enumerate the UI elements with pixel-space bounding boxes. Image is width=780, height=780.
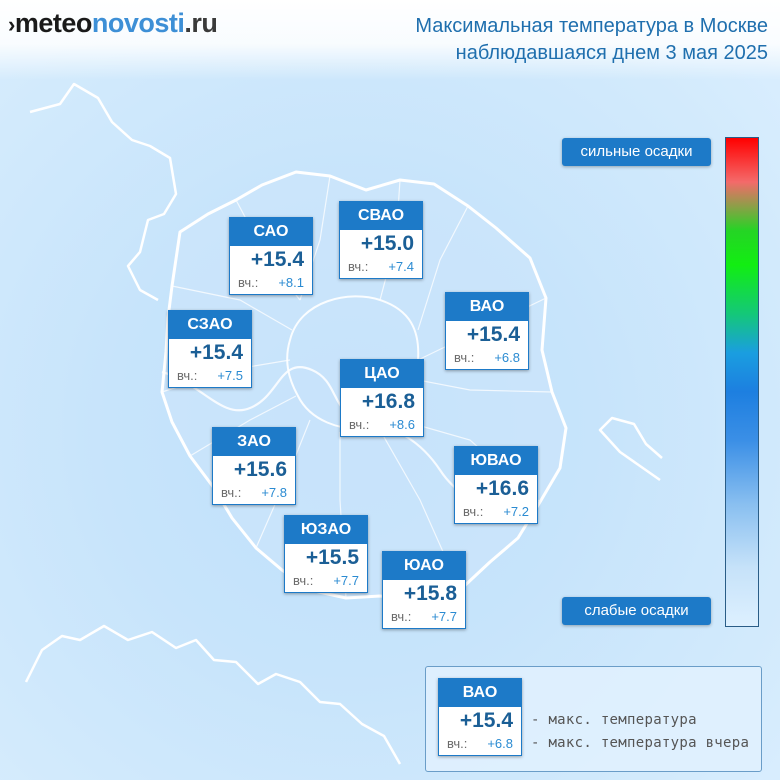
legend-sample-temp: +15.4: [459, 709, 513, 732]
legend-sample-name: ВАО: [439, 679, 521, 707]
district-temp: +15.5: [305, 546, 359, 569]
district-name: ЮЗАО: [285, 516, 367, 544]
yesterday-label: вч.:: [348, 259, 369, 274]
map-header: Максимальная температура в Москве наблюд…: [415, 13, 768, 67]
logo-mark-icon: ›: [8, 12, 15, 37]
precipitation-scale-bar: [725, 137, 759, 627]
river: [161, 366, 513, 522]
district-temp: +16.6: [475, 477, 529, 500]
yesterday-label: вч.:: [349, 417, 370, 432]
district-box-svao: СВАО +15.0 вч.: +7.4: [339, 201, 423, 279]
logo-text-novosti: novosti: [91, 8, 185, 38]
yesterday-label: вч.:: [463, 504, 484, 519]
district-temp: +15.8: [403, 582, 457, 605]
logo-text-domain: .ru: [184, 8, 218, 38]
district-temp: +15.6: [233, 458, 287, 481]
district-box-vao: ВАО +15.4 вч.: +6.8: [445, 292, 529, 370]
outskirts-outline: [24, 82, 663, 765]
yesterday-label: вч.:: [221, 485, 242, 500]
yesterday-label: вч.:: [391, 609, 412, 624]
yesterday-temp: +7.2: [503, 504, 529, 519]
logo-text-meteo: meteo: [14, 8, 93, 38]
header-fade: [0, 0, 780, 80]
district-box-zao: ЗАО +15.6 вч.: +7.8: [212, 427, 296, 505]
yesterday-label: вч.:: [293, 573, 314, 588]
yesterday-temp: +7.5: [217, 368, 243, 383]
legend-sample-box: ВАО +15.4 вч.: +6.8: [438, 678, 522, 756]
district-name: СВАО: [340, 202, 422, 230]
yesterday-temp: +6.8: [494, 350, 520, 365]
district-name: СЗАО: [169, 311, 251, 339]
yesterday-temp: +7.7: [333, 573, 359, 588]
scale-label-heavy: сильные осадки: [562, 138, 711, 166]
legend-line-max-temp: - макс. температура: [531, 712, 697, 728]
yesterday-temp: +8.1: [278, 275, 304, 290]
district-name: ЗАО: [213, 428, 295, 456]
legend-sample-yesterday-label: вч.:: [447, 736, 468, 751]
district-temp: +16.8: [361, 390, 415, 413]
district-temp: +15.0: [360, 232, 414, 255]
district-box-yuvao: ЮВАО +16.6 вч.: +7.2: [454, 446, 538, 524]
yesterday-temp: +7.7: [431, 609, 457, 624]
district-temp: +15.4: [250, 248, 304, 271]
site-logo: ›meteonovosti.ru: [8, 8, 218, 39]
yesterday-temp: +7.4: [388, 259, 414, 274]
yesterday-label: вч.:: [454, 350, 475, 365]
legend-sample-yesterday: +6.8: [487, 736, 513, 751]
scale-label-light: слабые осадки: [562, 597, 711, 625]
district-name: САО: [230, 218, 312, 246]
district-name: ЮАО: [383, 552, 465, 580]
district-box-sao: САО +15.4 вч.: +8.1: [229, 217, 313, 295]
header-line-2: наблюдавшаяся днем 3 мая 2025: [455, 42, 768, 64]
yesterday-temp: +7.8: [261, 485, 287, 500]
district-box-yuao: ЮАО +15.8 вч.: +7.7: [382, 551, 466, 629]
district-temp: +15.4: [466, 323, 520, 346]
header-line-1: Максимальная температура в Москве: [415, 15, 768, 37]
district-box-szao: СЗАО +15.4 вч.: +7.5: [168, 310, 252, 388]
district-name: ЦАО: [341, 360, 423, 388]
district-box-yuzao: ЮЗАО +15.5 вч.: +7.7: [284, 515, 368, 593]
district-name: ВАО: [446, 293, 528, 321]
district-temp: +15.4: [189, 341, 243, 364]
yesterday-temp: +8.6: [389, 417, 415, 432]
district-name: ЮВАО: [455, 447, 537, 475]
yesterday-label: вч.:: [177, 368, 198, 383]
legend-line-max-temp-yesterday: - макс. температура вчера: [531, 735, 750, 751]
yesterday-label: вч.:: [238, 275, 259, 290]
legend-panel: ВАО +15.4 вч.: +6.8 - макс. температура -…: [425, 666, 762, 772]
district-box-tsao: ЦАО +16.8 вч.: +8.6: [340, 359, 424, 437]
